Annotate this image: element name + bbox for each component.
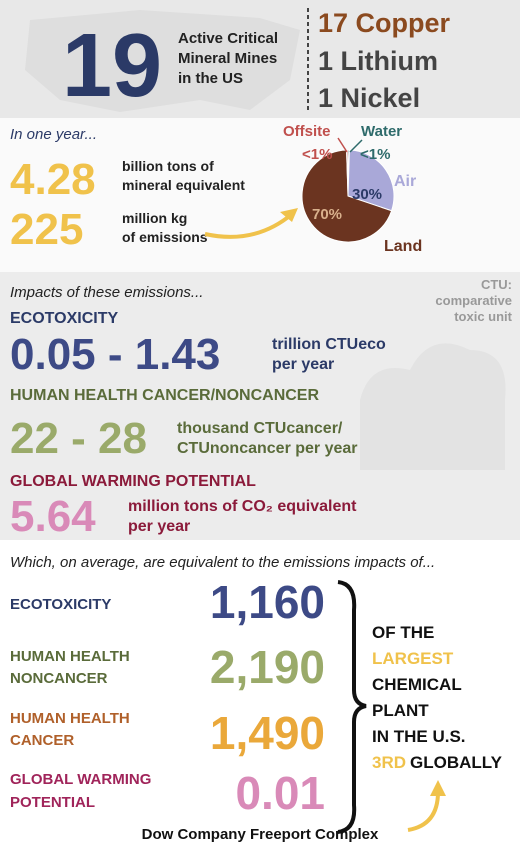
header-label: Mineral Mines — [178, 50, 277, 67]
row-label: CANCER — [10, 732, 74, 749]
note: toxic unit — [454, 309, 512, 324]
note: comparative — [435, 293, 512, 308]
facility: Dow Company Freeport Complex — [142, 826, 379, 843]
row-label: HUMAN HEALTH — [10, 648, 130, 665]
stat-unit: mineral equivalent — [122, 177, 245, 193]
impact-unit: CTUnoncancer per year — [177, 440, 358, 457]
impact-unit: per year — [128, 518, 190, 535]
mineral: 17 Copper — [318, 8, 451, 38]
leader — [349, 139, 363, 153]
pie-name: Air — [394, 173, 416, 190]
arrow-head — [430, 780, 446, 796]
reference: OF THE — [372, 623, 434, 642]
map-silhouette — [25, 10, 300, 112]
arrow — [407, 791, 440, 832]
reference: LARGEST — [372, 649, 454, 668]
pie-slice — [301, 149, 393, 243]
row-value: 2,190 — [210, 641, 325, 693]
arrow — [204, 212, 294, 239]
pie-slice — [347, 149, 395, 212]
row-value: 1,160 — [210, 576, 325, 628]
impact-title: HUMAN HEALTH CANCER/NONCANCER — [10, 387, 319, 404]
header-label: Active Critical — [178, 30, 278, 47]
row-label: ECOTOXICITY — [10, 596, 111, 613]
note: CTU: — [481, 277, 512, 292]
stat-unit: of emissions — [122, 229, 208, 245]
leader — [337, 137, 348, 153]
annual-bg — [0, 118, 520, 272]
stat-value: 4.28 — [10, 155, 96, 204]
impact-unit: thousand CTUcancer/ — [177, 420, 343, 437]
impact-unit: trillion CTUeco — [272, 336, 386, 353]
pie-name: Land — [384, 238, 422, 255]
section-heading: Which, on average, are equivalent to the… — [10, 554, 435, 571]
reference: GLOBALLY — [410, 753, 503, 772]
row-value: 1,490 — [210, 707, 325, 759]
reference: 3RD — [372, 753, 406, 772]
impact-value: 22 - 28 — [10, 414, 147, 463]
pie-label: 30% — [352, 186, 382, 203]
row-label: POTENTIAL — [10, 794, 95, 811]
pie-label: <1% — [360, 146, 390, 163]
stat-value: 225 — [10, 205, 83, 254]
impact-title: ECOTOXICITY — [10, 310, 118, 327]
section-heading: In one year... — [10, 126, 97, 143]
header-label: in the US — [178, 70, 243, 87]
pie-label: <1% — [302, 146, 332, 163]
mine-count: 19 — [62, 16, 162, 116]
pie-name: Water — [361, 123, 402, 140]
impact-unit: million tons of CO₂ equivalent — [128, 498, 357, 515]
equivalents-bg — [0, 540, 520, 852]
impact-unit: per year — [272, 356, 334, 373]
row-label: GLOBAL WARMING — [10, 771, 151, 788]
pie — [301, 149, 395, 243]
reference: IN THE U.S. — [372, 727, 466, 746]
impact-value: 5.64 — [10, 492, 96, 541]
row-label: NONCANCER — [10, 670, 108, 687]
mineral: 1 Nickel — [318, 83, 420, 113]
row-value: 0.01 — [235, 767, 325, 819]
row-label: HUMAN HEALTH — [10, 710, 130, 727]
stat-unit: billion tons of — [122, 158, 214, 174]
impact-title: GLOBAL WARMING POTENTIAL — [10, 473, 256, 490]
section-heading: Impacts of these emissions... — [10, 284, 203, 301]
factory-silhouette — [360, 343, 506, 470]
arrow-head — [280, 208, 298, 222]
pie-name: Offsite — [283, 123, 331, 140]
pie-label: 70% — [312, 206, 342, 223]
brace — [337, 580, 367, 834]
impact-value: 0.05 - 1.43 — [10, 330, 220, 379]
mineral: 1 Lithium — [318, 46, 438, 76]
reference: PLANT — [372, 701, 429, 720]
reference: CHEMICAL — [372, 675, 462, 694]
stat-unit: million kg — [122, 210, 187, 226]
